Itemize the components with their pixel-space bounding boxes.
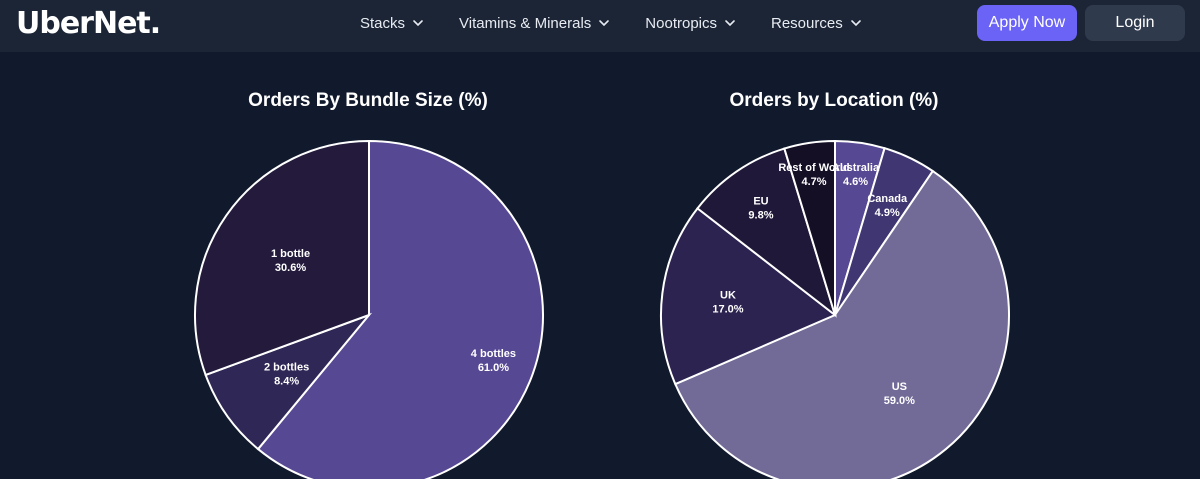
chevron-down-icon	[597, 16, 611, 30]
nav-item-stacks[interactable]: Stacks	[360, 15, 425, 32]
chart-title-bundle-size: Orders By Bundle Size (%)	[248, 90, 488, 111]
nav-item-nootropics[interactable]: Nootropics	[645, 15, 737, 32]
pie-slice-2-bottles[interactable]	[204, 312, 373, 451]
slice-label-4-bottles: 4 bottles	[471, 348, 516, 360]
slice-value-uk: 17.0%	[712, 303, 743, 315]
nav-item-label: Stacks	[360, 14, 406, 32]
pie-slice-uk[interactable]	[660, 206, 837, 386]
chart-title-location: Orders by Location (%)	[729, 90, 939, 111]
slice-label-2-bottles: 2 bottles	[264, 361, 309, 373]
pie-slice-eu[interactable]	[696, 147, 837, 318]
slice-label-australia: Australia	[832, 162, 880, 174]
slice-value-1-bottle: 30.6%	[275, 262, 306, 274]
slice-label-uk: UK	[720, 289, 736, 301]
slice-value-canada: 4.9%	[875, 207, 900, 219]
pie-slice-us[interactable]	[673, 169, 1010, 479]
slice-label-canada: Canada	[867, 193, 908, 205]
nav-item-resources[interactable]: Resources	[771, 15, 863, 32]
logo[interactable]: UberNet.	[16, 6, 161, 41]
slice-value-rest-of-world: 4.7%	[801, 176, 826, 188]
nav-item-label: Nootropics	[645, 14, 717, 32]
slice-value-eu: 9.8%	[748, 210, 773, 222]
pie-slice-4-bottles[interactable]	[256, 139, 544, 479]
nav-item-label: Vitamins & Minerals	[459, 14, 592, 32]
nav-item-label: Resources	[771, 14, 843, 32]
pie-slice-rest-of-world[interactable]	[783, 139, 836, 316]
chevron-down-icon	[849, 16, 863, 30]
slice-label-rest-of-world: Rest of World	[778, 162, 849, 174]
chevron-down-icon	[411, 16, 425, 30]
apply-now-button[interactable]: Apply Now	[977, 5, 1077, 41]
pie-slice-1-bottle[interactable]	[194, 139, 370, 377]
navbar: UberNet. Stacks Vitamins & Minerals Noot…	[0, 0, 1200, 52]
slice-value-us: 59.0%	[884, 395, 915, 407]
nav-menu: Stacks Vitamins & Minerals Nootropics Re…	[360, 0, 897, 46]
slice-value-4-bottles: 61.0%	[478, 362, 509, 374]
slice-label-1-bottle: 1 bottle	[271, 248, 310, 260]
slice-value-2-bottles: 8.4%	[274, 375, 299, 387]
slice-label-eu: EU	[753, 196, 768, 208]
nav-item-vitamins-minerals[interactable]: Vitamins & Minerals	[459, 15, 611, 32]
chevron-down-icon	[723, 16, 737, 30]
slice-value-australia: 4.6%	[843, 176, 868, 188]
slice-label-us: US	[892, 381, 907, 393]
login-button[interactable]: Login	[1085, 5, 1185, 41]
